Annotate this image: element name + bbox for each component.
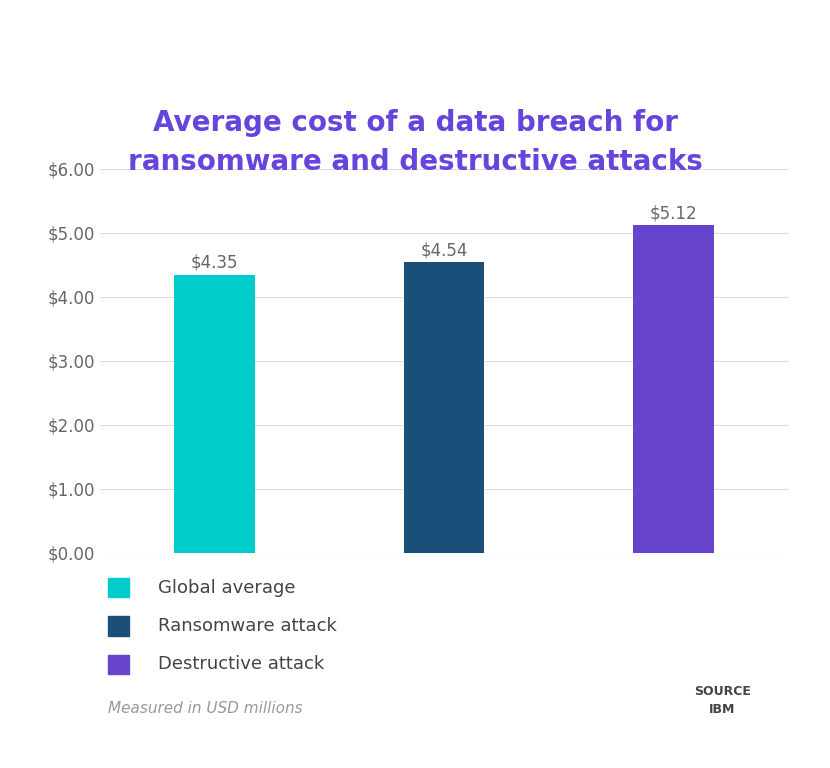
Bar	[404, 263, 484, 553]
Text: $4.54: $4.54	[420, 241, 468, 260]
Text: Ransomware attack: Ransomware attack	[158, 617, 337, 635]
Text: Destructive attack: Destructive attack	[158, 655, 324, 674]
Text: SOURCE
IBM: SOURCE IBM	[694, 685, 750, 716]
Text: Average cost of a data breach for
ransomware and destructive attacks: Average cost of a data breach for ransom…	[128, 108, 702, 176]
Text: $4.35: $4.35	[191, 253, 238, 271]
Text: Measured in USD millions: Measured in USD millions	[108, 700, 302, 716]
Text: Global average: Global average	[158, 578, 295, 597]
Bar	[633, 225, 714, 553]
Text: $5.12: $5.12	[650, 204, 697, 222]
Bar	[174, 275, 255, 553]
